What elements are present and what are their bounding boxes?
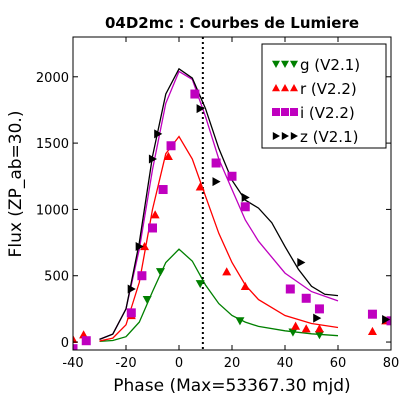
data-point-2-10 xyxy=(240,202,250,212)
data-point-0-5 xyxy=(314,331,324,340)
x-tick-label: -20 xyxy=(115,356,136,371)
y-tick-label: 1000 xyxy=(36,203,69,218)
axis-ticks: -40 -20 0 20 40 60 80 0 500 1000 1500 2000 xyxy=(36,37,399,371)
data-point-1-3 xyxy=(140,242,150,251)
y-tick-label: 0 xyxy=(61,336,69,351)
data-point-0-1 xyxy=(155,268,165,277)
data-point-1-12 xyxy=(367,326,377,336)
y-tick-label: 500 xyxy=(44,270,69,285)
data-point-2-7 xyxy=(190,89,200,99)
data-point-0-4 xyxy=(288,328,298,337)
legend-marker-1-0 xyxy=(272,84,280,92)
data-point-3-2 xyxy=(148,154,157,164)
x-tick-label: 60 xyxy=(330,356,347,371)
data-point-2-8 xyxy=(211,158,221,168)
data-point-0-3 xyxy=(235,317,245,326)
legend-marker-2-0 xyxy=(272,108,280,116)
data-points xyxy=(73,89,391,350)
data-point-2-14 xyxy=(367,309,377,319)
legend-marker-3-2 xyxy=(290,132,298,140)
data-point-1-4 xyxy=(150,210,160,219)
x-axis-label: Phase (Max=53367.30 mjd) xyxy=(113,376,350,396)
model-curve-3 xyxy=(99,67,339,341)
data-point-2-11 xyxy=(285,284,295,294)
data-point-3-3 xyxy=(154,129,163,139)
data-point-3-8 xyxy=(313,313,322,323)
legend-label-2: i (V2.2) xyxy=(300,104,355,122)
data-point-2-5 xyxy=(158,185,168,195)
data-point-2-15 xyxy=(386,316,391,326)
legend-marker-3-0 xyxy=(272,132,280,140)
legend: g (V2.1) r (V2.2) i (V2.2) z (V2.1) xyxy=(261,43,387,149)
data-point-2-6 xyxy=(166,141,176,151)
legend-marker-0-1 xyxy=(281,60,289,68)
data-point-2-13 xyxy=(314,304,324,314)
data-point-3-1 xyxy=(135,242,144,252)
legend-marker-1-2 xyxy=(290,84,298,92)
x-tick-label: 80 xyxy=(383,356,400,371)
data-point-1-6 xyxy=(195,182,205,191)
data-point-2-12 xyxy=(301,293,311,303)
y-tick-label: 2000 xyxy=(36,71,69,86)
data-point-2-1 xyxy=(81,336,91,346)
legend-marker-2-1 xyxy=(281,108,289,116)
data-point-2-9 xyxy=(227,171,237,181)
data-point-3-9 xyxy=(382,314,391,324)
data-point-2-0 xyxy=(73,344,78,350)
data-point-3-0 xyxy=(127,284,136,294)
legend-marker-0-0 xyxy=(272,60,280,68)
data-point-1-8 xyxy=(240,281,250,290)
legend-label-1: r (V2.2) xyxy=(300,80,357,98)
chart-title: 04D2mc : Courbes de Lumiere xyxy=(105,14,359,32)
legend-marker-3-1 xyxy=(281,132,289,140)
data-point-2-2 xyxy=(126,308,136,318)
data-point-1-11 xyxy=(314,324,324,333)
model-curve-0 xyxy=(99,248,339,343)
x-tick-label: 0 xyxy=(175,356,183,371)
data-point-3-4 xyxy=(196,104,205,114)
x-tick-label: -40 xyxy=(62,356,83,371)
data-point-3-6 xyxy=(241,192,250,202)
data-point-1-0 xyxy=(73,334,78,343)
data-point-1-5 xyxy=(163,151,173,160)
data-point-0-0 xyxy=(142,296,152,305)
data-point-2-4 xyxy=(148,223,157,233)
data-point-1-10 xyxy=(301,324,311,333)
data-point-2-3 xyxy=(137,271,147,281)
data-point-1-7 xyxy=(222,267,232,276)
x-tick-label: 40 xyxy=(277,356,294,371)
data-point-1-9 xyxy=(291,321,301,330)
x-tick-label: 20 xyxy=(224,356,241,371)
model-curve-1 xyxy=(99,135,339,342)
legend-marker-0-2 xyxy=(290,60,298,68)
legend-label-0: g (V2.1) xyxy=(300,56,360,74)
data-point-3-5 xyxy=(212,177,221,187)
data-point-3-7 xyxy=(297,257,306,267)
y-tick-label: 1500 xyxy=(36,137,69,152)
legend-marker-1-1 xyxy=(281,84,289,92)
legend-marker-2-2 xyxy=(290,108,298,116)
legend-label-3: z (V2.1) xyxy=(300,128,358,146)
data-point-0-2 xyxy=(195,280,205,289)
y-axis-label: Flux (ZP_ab=30.) xyxy=(6,111,26,258)
